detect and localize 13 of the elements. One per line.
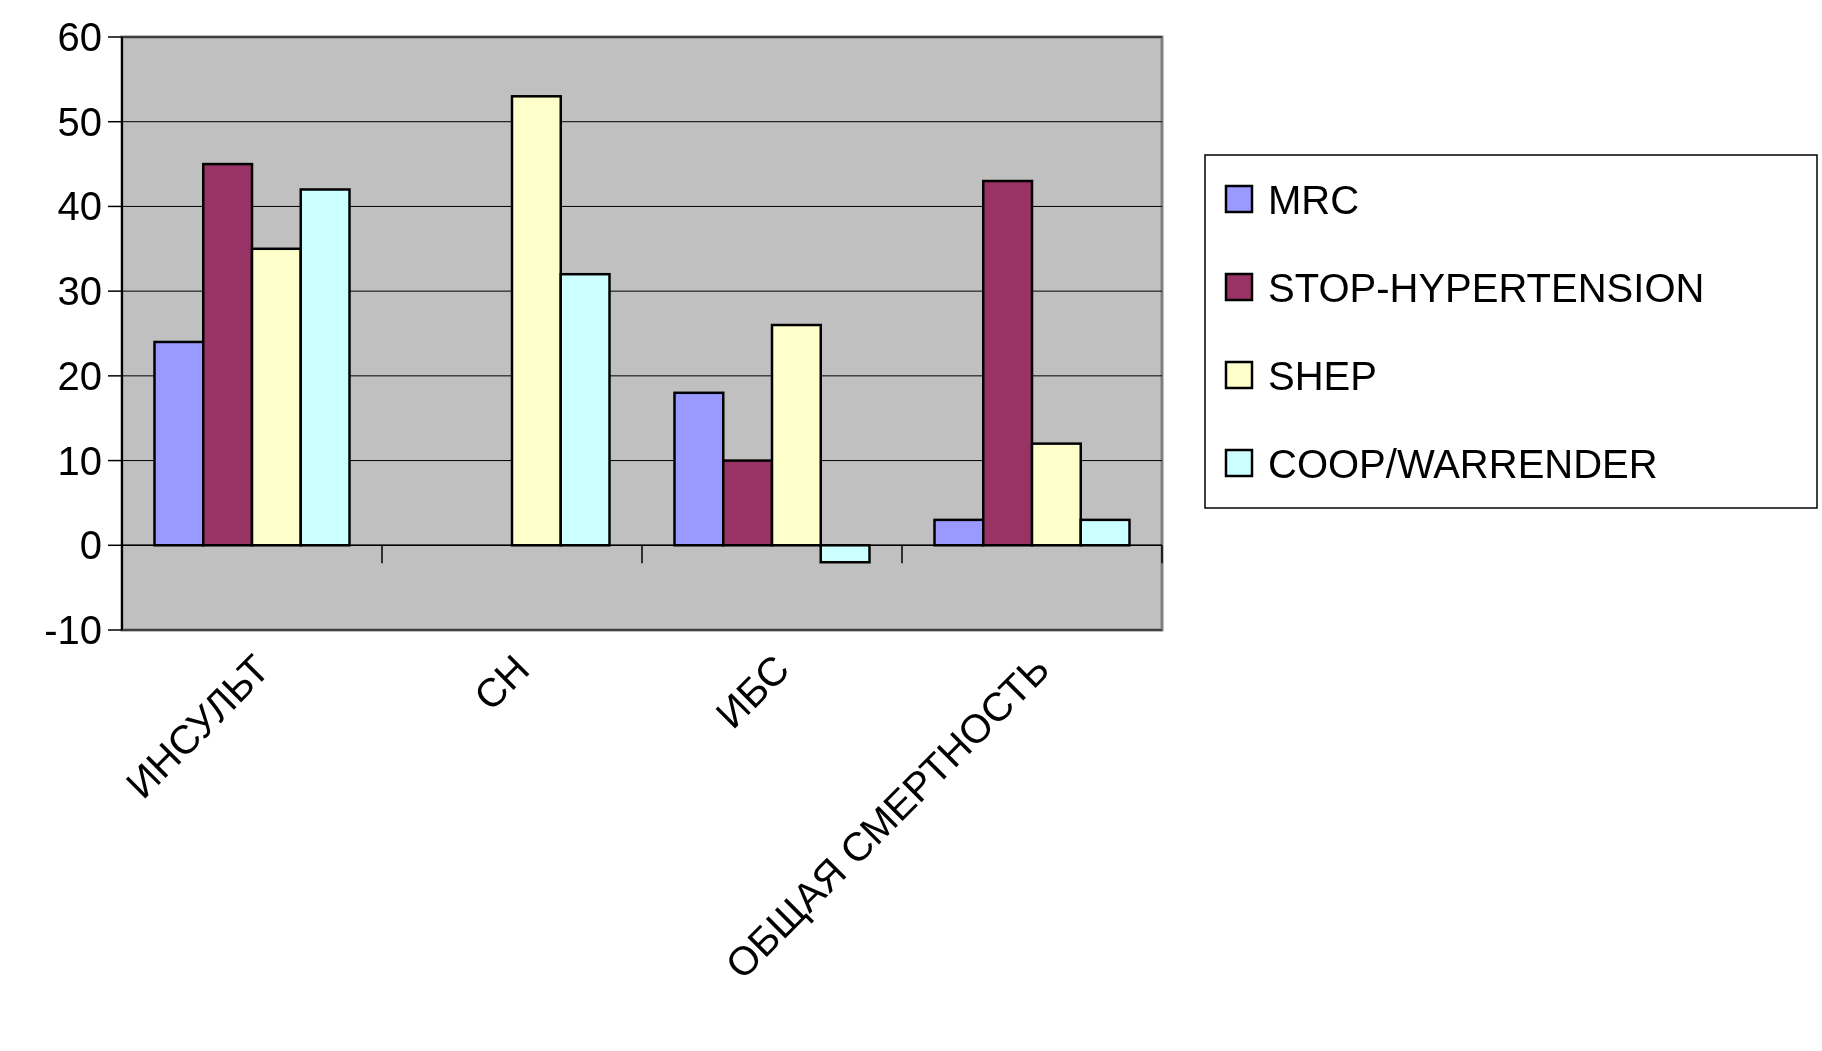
y-tick-label: 50	[57, 99, 102, 144]
y-tick-label: 10	[57, 438, 102, 483]
x-tick-label: СН	[465, 646, 538, 719]
y-tick-label: 20	[57, 353, 102, 398]
y-tick-label: 0	[79, 523, 102, 568]
y-tick-label: 40	[57, 184, 102, 229]
legend-label: STOP-HYPERTENSION	[1268, 266, 1705, 310]
y-tick-label: 30	[57, 269, 102, 314]
y-tick-label: -10	[44, 608, 102, 652]
legend-label: COOP/WARRENDER	[1268, 442, 1658, 486]
y-tick-label: 60	[57, 15, 102, 59]
legend-label: MRC	[1268, 178, 1360, 222]
legend-label: SHEP	[1268, 354, 1377, 398]
